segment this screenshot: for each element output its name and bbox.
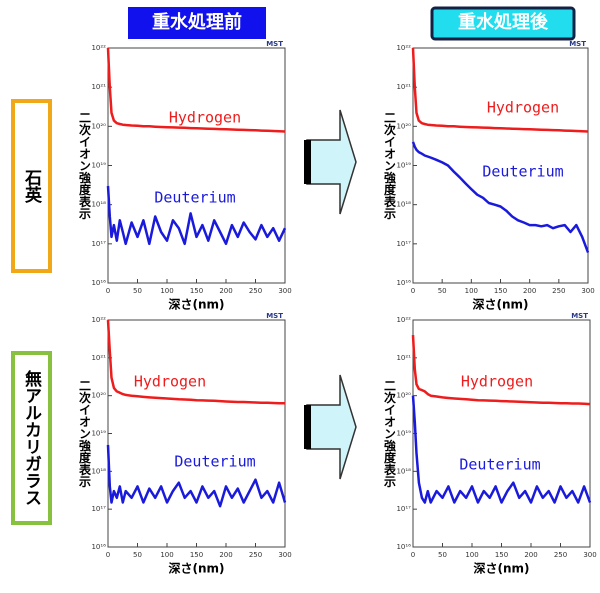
row-box xyxy=(11,99,52,273)
series-label: Deuterium xyxy=(482,163,563,181)
y-tick-label: 10²¹ xyxy=(396,83,411,91)
x-tick-label: 150 xyxy=(190,551,203,559)
x-tick-label: 150 xyxy=(190,287,203,295)
header-box xyxy=(430,6,576,41)
plot-area xyxy=(107,319,286,548)
y-tick-label: 10¹⁶ xyxy=(396,279,411,287)
series-line xyxy=(411,47,589,133)
y-tick-label: 10¹⁸ xyxy=(91,201,106,209)
header-box xyxy=(128,7,266,39)
y-tick-label: 10²² xyxy=(396,316,411,324)
x-axis-label: 深さ(nm) xyxy=(168,297,224,312)
x-tick-label: 0 xyxy=(411,551,415,559)
x-tick-label: 250 xyxy=(249,287,262,295)
y-tick-label: 10¹⁷ xyxy=(396,505,411,513)
arrow xyxy=(304,374,357,480)
x-tick-label: 50 xyxy=(133,551,142,559)
series-label: Deuterium xyxy=(174,453,255,471)
y-tick-label: 10²⁰ xyxy=(396,122,411,130)
series-label: Deuterium xyxy=(154,189,235,207)
x-tick-label: 0 xyxy=(106,287,110,295)
series-line xyxy=(106,185,287,246)
x-tick-label: 100 xyxy=(160,287,173,295)
x-tick-label: 250 xyxy=(554,551,567,559)
plot-area xyxy=(107,47,286,284)
logo: MST xyxy=(569,40,586,48)
y-axis-label: 二次イオン強度表示 xyxy=(78,112,92,221)
logo: MST xyxy=(266,312,283,320)
header: 重水処理後 xyxy=(458,11,549,33)
arrow xyxy=(304,109,357,215)
y-tick-label: 10¹⁷ xyxy=(91,240,106,248)
y-tick-label: 10¹⁶ xyxy=(91,279,106,287)
x-tick-label: 0 xyxy=(106,551,110,559)
y-tick-label: 10¹⁸ xyxy=(396,201,411,209)
x-axis-label: 深さ(nm) xyxy=(472,297,528,312)
y-tick-label: 10¹⁶ xyxy=(396,543,411,551)
series-line xyxy=(106,444,287,508)
y-tick-label: 10²² xyxy=(91,316,106,324)
series-line xyxy=(411,335,591,406)
y-axis-label: 二次イオン強度表示 xyxy=(78,380,92,489)
x-tick-label: 50 xyxy=(438,287,447,295)
y-tick-label: 10²⁰ xyxy=(396,392,411,400)
series-label: Hydrogen xyxy=(461,373,533,391)
logo: MST xyxy=(571,312,588,320)
x-tick-label: 200 xyxy=(524,551,537,559)
y-tick-label: 10²¹ xyxy=(91,83,106,91)
plot-area xyxy=(412,319,591,548)
y-tick-label: 10²² xyxy=(396,44,411,52)
series-label: Hydrogen xyxy=(487,99,559,117)
x-tick-label: 300 xyxy=(278,551,291,559)
x-tick-label: 200 xyxy=(219,551,232,559)
series-label: Deuterium xyxy=(459,456,540,474)
x-tick-label: 200 xyxy=(523,287,536,295)
series-label: Hydrogen xyxy=(134,373,206,391)
x-tick-label: 300 xyxy=(278,287,291,295)
y-tick-label: 10¹⁹ xyxy=(91,162,106,170)
x-tick-label: 250 xyxy=(552,287,565,295)
y-tick-label: 10²⁰ xyxy=(91,122,106,130)
y-tick-label: 10²¹ xyxy=(91,354,106,362)
y-tick-label: 10¹⁸ xyxy=(91,467,106,475)
y-axis-label: 二次イオン強度表示 xyxy=(383,380,397,489)
logo: MST xyxy=(266,40,283,48)
x-tick-label: 300 xyxy=(583,551,596,559)
y-tick-label: 10²² xyxy=(91,44,106,52)
row-label: 無アルカリガラス xyxy=(21,369,42,506)
y-tick-label: 10¹⁷ xyxy=(396,240,411,248)
x-tick-label: 100 xyxy=(160,551,173,559)
series-line xyxy=(411,395,592,504)
header: 重水処理前 xyxy=(152,11,242,33)
row-box xyxy=(11,351,52,525)
x-tick-label: 200 xyxy=(219,287,232,295)
series-line xyxy=(106,319,285,405)
y-tick-label: 10¹⁹ xyxy=(91,430,106,438)
y-tick-label: 10¹⁸ xyxy=(396,467,411,475)
series-line xyxy=(411,141,590,253)
series-label: Hydrogen xyxy=(169,109,241,127)
series-line xyxy=(106,47,286,133)
plot-area xyxy=(412,47,589,284)
y-tick-label: 10¹⁷ xyxy=(91,505,106,513)
y-tick-label: 10²¹ xyxy=(396,354,411,362)
x-tick-label: 250 xyxy=(249,551,262,559)
y-tick-label: 10²⁰ xyxy=(91,392,106,400)
x-axis-label: 深さ(nm) xyxy=(168,561,224,576)
x-tick-label: 100 xyxy=(465,287,478,295)
x-axis-label: 深さ(nm) xyxy=(473,561,529,576)
row-label: 石英 xyxy=(21,169,43,204)
x-tick-label: 100 xyxy=(465,551,478,559)
y-axis-label: 二次イオン強度表示 xyxy=(383,112,397,221)
x-tick-label: 150 xyxy=(495,551,508,559)
y-tick-label: 10¹⁹ xyxy=(396,430,411,438)
x-tick-label: 300 xyxy=(581,287,594,295)
y-tick-label: 10¹⁹ xyxy=(396,162,411,170)
x-tick-label: 50 xyxy=(438,551,447,559)
y-tick-label: 10¹⁶ xyxy=(91,543,106,551)
x-tick-label: 0 xyxy=(411,287,415,295)
x-tick-label: 50 xyxy=(133,287,142,295)
x-tick-label: 150 xyxy=(494,287,507,295)
